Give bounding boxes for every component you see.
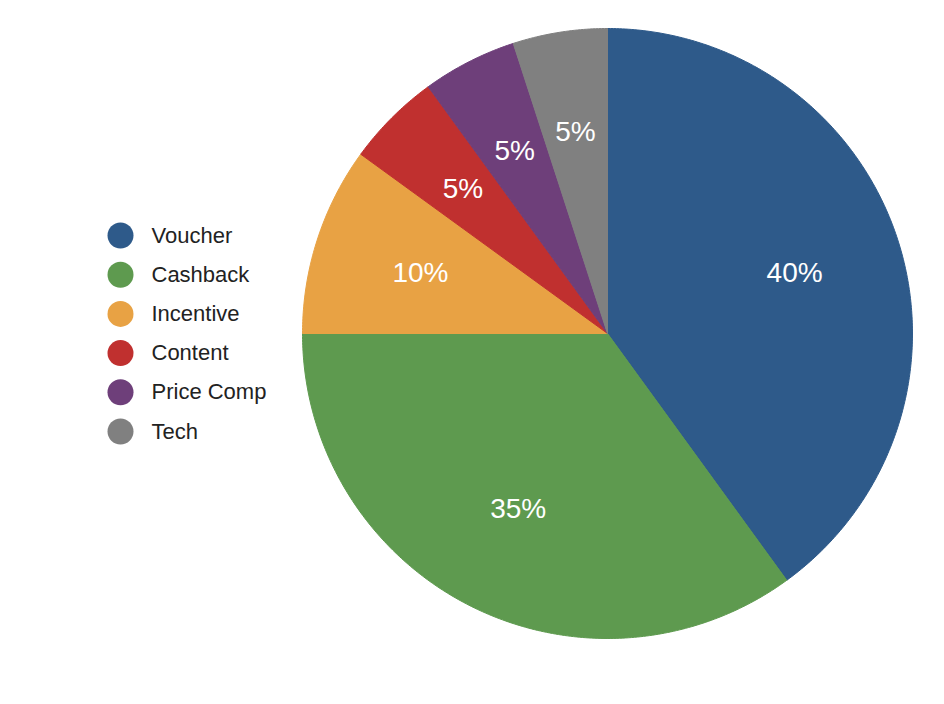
svg-text:Incentive: Incentive — [152, 301, 240, 326]
svg-text:40%: 40% — [767, 257, 823, 288]
svg-text:Voucher: Voucher — [152, 223, 233, 248]
svg-text:Price Comp: Price Comp — [152, 379, 267, 404]
svg-text:5%: 5% — [555, 116, 595, 147]
svg-text:Content: Content — [152, 340, 229, 365]
svg-text:5%: 5% — [443, 173, 483, 204]
svg-text:Cashback: Cashback — [152, 262, 251, 287]
svg-text:5%: 5% — [494, 135, 534, 166]
svg-text:35%: 35% — [490, 493, 546, 524]
svg-text:10%: 10% — [392, 257, 448, 288]
svg-text:Tech: Tech — [152, 419, 198, 444]
